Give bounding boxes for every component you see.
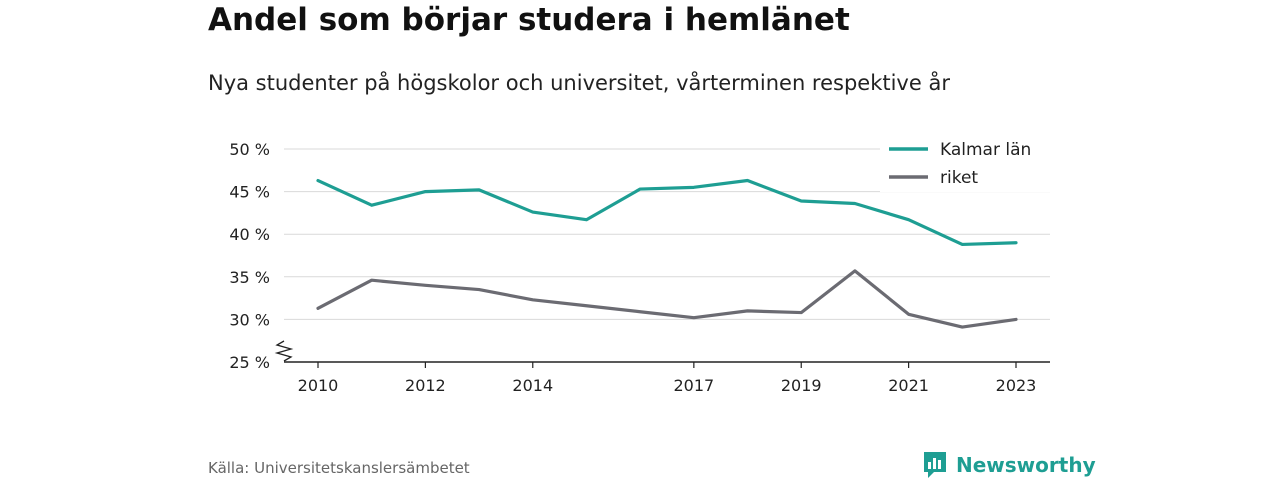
legend-label: riket: [940, 168, 978, 188]
y-tick-label: 45 %: [229, 183, 270, 202]
y-axis-ticks: 25 % 30 % 35 % 40 % 45 % 50 %: [229, 140, 270, 372]
y-tick-label: 40 %: [229, 225, 270, 244]
x-tick-label: 2012: [405, 376, 446, 395]
x-tick-label: 2019: [781, 376, 822, 395]
series-line: [316, 178, 1018, 247]
x-tick-label: 2010: [298, 376, 339, 395]
brand-logo[interactable]: Newsworthy: [922, 450, 1096, 480]
x-axis-ticks: 2010 2012 2014 2017 2019 2021 2023: [298, 362, 1037, 395]
newsworthy-logo-icon: [924, 452, 946, 478]
series-lines: [316, 178, 1018, 329]
y-tick-label: 35 %: [229, 268, 270, 287]
y-tick-label: 30 %: [229, 310, 270, 329]
y-tick-label: 25 %: [229, 353, 270, 372]
legend-background: [880, 136, 1050, 192]
x-tick-label: 2017: [673, 376, 714, 395]
brand-name: Newsworthy: [956, 453, 1096, 477]
source-note: Källa: Universitetskanslersämbetet: [208, 459, 470, 477]
chart-title: Andel som börjar studera i hemlänet: [208, 2, 850, 38]
legend-label: Kalmar län: [940, 140, 1031, 160]
x-tick-label: 2021: [888, 376, 929, 395]
series-line: [316, 269, 1018, 329]
y-tick-label: 50 %: [229, 140, 270, 159]
axis-break-icon: [274, 340, 294, 362]
legend: Kalmar län riket: [880, 136, 1050, 192]
x-tick-label: 2023: [996, 376, 1037, 395]
chart-subtitle: Nya studenter på högskolor och universit…: [208, 71, 950, 95]
x-axis: [274, 340, 1050, 363]
x-tick-label: 2014: [512, 376, 553, 395]
